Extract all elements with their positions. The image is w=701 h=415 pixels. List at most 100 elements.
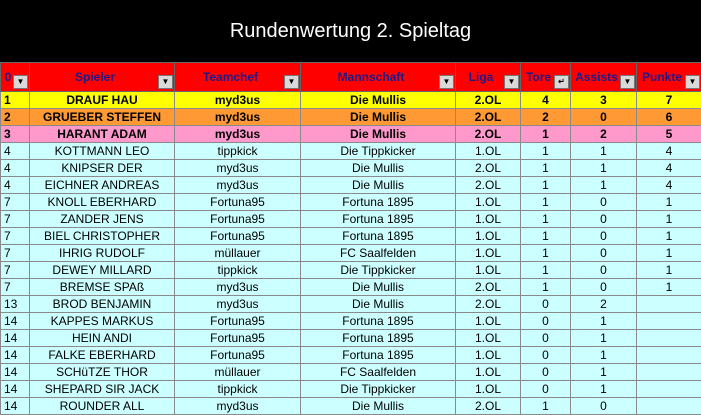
cell-punkte[interactable]: 1 <box>637 262 701 279</box>
cell-teamchef[interactable]: Fortuna95 <box>175 194 301 211</box>
cell-rank[interactable]: 1 <box>1 92 30 109</box>
cell-tore[interactable]: 1 <box>521 126 571 143</box>
cell-liga[interactable]: 1.OL <box>456 313 521 330</box>
cell-rank[interactable]: 2 <box>1 109 30 126</box>
cell-liga[interactable]: 2.OL <box>456 398 521 415</box>
cell-teamchef[interactable]: myd3us <box>175 126 301 143</box>
cell-assists[interactable]: 0 <box>571 398 637 415</box>
cell-teamchef[interactable]: Fortuna95 <box>175 228 301 245</box>
filter-dropdown-icon[interactable]: ▼ <box>284 75 299 89</box>
cell-teamchef[interactable]: myd3us <box>175 177 301 194</box>
cell-teamchef[interactable]: Fortuna95 <box>175 313 301 330</box>
cell-assists[interactable]: 1 <box>571 364 637 381</box>
cell-liga[interactable]: 2.OL <box>456 160 521 177</box>
cell-tore[interactable]: 0 <box>521 296 571 313</box>
filter-dropdown-icon[interactable]: ▼ <box>685 75 700 89</box>
cell-liga[interactable]: 1.OL <box>456 143 521 160</box>
cell-punkte[interactable]: 7 <box>637 92 701 109</box>
cell-assists[interactable]: 0 <box>571 245 637 262</box>
cell-punkte[interactable] <box>637 313 701 330</box>
cell-assists[interactable]: 0 <box>571 109 637 126</box>
cell-liga[interactable]: 1.OL <box>456 228 521 245</box>
cell-assists[interactable]: 2 <box>571 126 637 143</box>
cell-spieler[interactable]: KAPPES MARKUS <box>30 313 175 330</box>
cell-spieler[interactable]: BROD BENJAMIN <box>30 296 175 313</box>
cell-rank[interactable]: 7 <box>1 211 30 228</box>
cell-mannschaft[interactable]: Die Tippkicker <box>301 143 456 160</box>
cell-tore[interactable]: 1 <box>521 398 571 415</box>
cell-punkte[interactable] <box>637 347 701 364</box>
cell-rank[interactable]: 14 <box>1 347 30 364</box>
cell-assists[interactable]: 1 <box>571 313 637 330</box>
sort-descending-icon[interactable]: ↵ <box>554 75 569 89</box>
cell-spieler[interactable]: HARANT ADAM <box>30 126 175 143</box>
cell-punkte[interactable] <box>637 398 701 415</box>
cell-assists[interactable]: 1 <box>571 330 637 347</box>
cell-teamchef[interactable]: müllauer <box>175 364 301 381</box>
cell-punkte[interactable]: 1 <box>637 245 701 262</box>
cell-liga[interactable]: 2.OL <box>456 92 521 109</box>
cell-tore[interactable]: 1 <box>521 194 571 211</box>
cell-tore[interactable]: 0 <box>521 364 571 381</box>
cell-rank[interactable]: 4 <box>1 177 30 194</box>
cell-punkte[interactable]: 5 <box>637 126 701 143</box>
cell-liga[interactable]: 1.OL <box>456 330 521 347</box>
cell-teamchef[interactable]: Fortuna95 <box>175 211 301 228</box>
cell-teamchef[interactable]: myd3us <box>175 92 301 109</box>
cell-spieler[interactable]: FALKE EBERHARD <box>30 347 175 364</box>
cell-assists[interactable]: 0 <box>571 211 637 228</box>
cell-rank[interactable]: 7 <box>1 228 30 245</box>
cell-punkte[interactable]: 1 <box>637 228 701 245</box>
cell-assists[interactable]: 1 <box>571 143 637 160</box>
cell-liga[interactable]: 1.OL <box>456 347 521 364</box>
cell-rank[interactable]: 7 <box>1 245 30 262</box>
cell-assists[interactable]: 2 <box>571 296 637 313</box>
cell-rank[interactable]: 14 <box>1 364 30 381</box>
filter-dropdown-icon[interactable]: ▼ <box>13 75 28 89</box>
cell-mannschaft[interactable]: Die Mullis <box>301 126 456 143</box>
cell-tore[interactable]: 0 <box>521 381 571 398</box>
cell-mannschaft[interactable]: Die Mullis <box>301 279 456 296</box>
cell-rank[interactable]: 7 <box>1 262 30 279</box>
cell-assists[interactable]: 3 <box>571 92 637 109</box>
cell-teamchef[interactable]: myd3us <box>175 160 301 177</box>
cell-punkte[interactable] <box>637 381 701 398</box>
cell-liga[interactable]: 2.OL <box>456 177 521 194</box>
cell-mannschaft[interactable]: Fortuna 1895 <box>301 330 456 347</box>
cell-punkte[interactable]: 1 <box>637 211 701 228</box>
cell-liga[interactable]: 1.OL <box>456 381 521 398</box>
cell-mannschaft[interactable]: Die Tippkicker <box>301 381 456 398</box>
cell-liga[interactable]: 1.OL <box>456 211 521 228</box>
cell-spieler[interactable]: KNIPSER DER <box>30 160 175 177</box>
cell-rank[interactable]: 4 <box>1 143 30 160</box>
cell-teamchef[interactable]: tippkick <box>175 262 301 279</box>
cell-liga[interactable]: 1.OL <box>456 262 521 279</box>
cell-mannschaft[interactable]: Fortuna 1895 <box>301 313 456 330</box>
cell-spieler[interactable]: BIEL CHRISTOPHER <box>30 228 175 245</box>
cell-spieler[interactable]: SCHüTZE THOR <box>30 364 175 381</box>
cell-assists[interactable]: 1 <box>571 177 637 194</box>
cell-punkte[interactable]: 1 <box>637 279 701 296</box>
cell-mannschaft[interactable]: FC Saalfelden <box>301 364 456 381</box>
cell-assists[interactable]: 0 <box>571 279 637 296</box>
cell-rank[interactable]: 7 <box>1 194 30 211</box>
cell-spieler[interactable]: IHRIG RUDOLF <box>30 245 175 262</box>
cell-tore[interactable]: 0 <box>521 313 571 330</box>
cell-liga[interactable]: 2.OL <box>456 296 521 313</box>
cell-punkte[interactable]: 4 <box>637 177 701 194</box>
cell-mannschaft[interactable]: Die Tippkicker <box>301 262 456 279</box>
cell-mannschaft[interactable]: Die Mullis <box>301 296 456 313</box>
cell-teamchef[interactable]: myd3us <box>175 279 301 296</box>
cell-spieler[interactable]: KOTTMANN LEO <box>30 143 175 160</box>
cell-spieler[interactable]: EICHNER ANDREAS <box>30 177 175 194</box>
cell-liga[interactable]: 1.OL <box>456 194 521 211</box>
